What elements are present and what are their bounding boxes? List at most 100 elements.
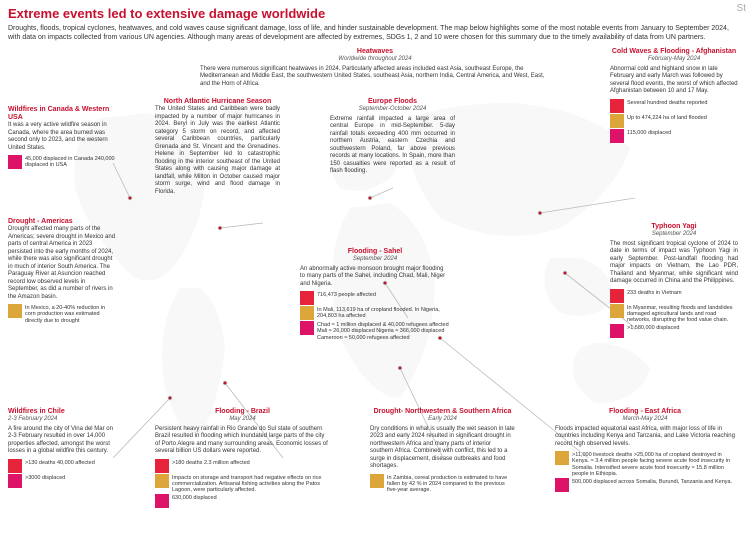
- stat-text: >11,000 livestock deaths >25,000 ha of c…: [572, 451, 735, 477]
- sdg-icon-2: [610, 304, 624, 318]
- map-area: Heatwaves Worldwide throughout 2024 Ther…: [0, 48, 750, 549]
- callout-brazil: Flooding - Brazil May 2024 Persistent he…: [155, 408, 330, 509]
- stat-row: Chad ≈ 1 million displaced & 40,000 refu…: [300, 321, 450, 341]
- callout-sub: May 2024: [155, 416, 330, 424]
- stat-text: >3000 displaced: [25, 474, 65, 481]
- page-subtitle: Droughts, floods, tropical cyclones, hea…: [0, 24, 750, 47]
- callout-yagi: Typhoon Yagi September 2024 The most sig…: [610, 223, 738, 339]
- callout-sub: September-October 2024: [330, 106, 455, 114]
- page-marker: St: [737, 3, 746, 14]
- stat-text: In Myanmar, resulting floods and landsli…: [627, 304, 738, 324]
- sdg-icon-10: [8, 155, 22, 169]
- stat-row: In Zambia, cereal production is estimate…: [370, 474, 515, 494]
- stat-text: Several hundred deaths reported: [627, 99, 707, 106]
- callout-europe-floods: Europe Floods September-October 2024 Ext…: [330, 98, 455, 179]
- callout-title: Drought - Americas: [8, 218, 116, 226]
- stat-text: >1,580,000 displaced: [627, 324, 679, 331]
- stat-text: 115,000 displaced: [627, 129, 671, 136]
- callout-body: Extreme rainfall impacted a large area o…: [330, 116, 455, 176]
- sdg-icon-2: [555, 451, 569, 465]
- callout-wildfires-na: Wildfires in Canada & Western USA It was…: [8, 106, 116, 170]
- callout-drought-americas: Drought - Americas Drought affected many…: [8, 218, 116, 325]
- sdg-icon-1: [8, 459, 22, 473]
- sdg-icon-10: [610, 129, 624, 143]
- callout-body: Persistent heavy rainfall in Rio Grande …: [155, 426, 330, 456]
- stat-text: In Mexico, a 20-40% reduction in corn pr…: [25, 304, 116, 324]
- sdg-icon-2: [370, 474, 384, 488]
- sdg-icon-1: [155, 459, 169, 473]
- callout-title: Flooding - Sahel: [300, 248, 450, 256]
- callout-title: Flooding - Brazil: [155, 408, 330, 416]
- callout-sub: February-May 2024: [610, 56, 738, 64]
- stat-text: In Zambia, cereal production is estimate…: [387, 474, 515, 494]
- stat-row: >1,580,000 displaced: [610, 324, 738, 338]
- stat-row: Impacts on storage and transport had neg…: [155, 474, 330, 494]
- stat-row: >11,000 livestock deaths >25,000 ha of c…: [555, 451, 735, 477]
- stat-text: In Mali, 113,619 ha of cropland flooded.…: [317, 306, 450, 320]
- stat-row: >3000 displaced: [8, 474, 116, 488]
- stat-text: >180 deaths 2.3 million affected: [172, 459, 250, 466]
- callout-east-africa: Flooding - East Africa March-May 2024 Fl…: [555, 408, 735, 493]
- callout-title: Drought- Northwestern & Southern Africa: [370, 408, 515, 416]
- stat-row: In Mali, 113,619 ha of cropland flooded.…: [300, 306, 450, 320]
- sdg-icon-2: [610, 114, 624, 128]
- callout-sub: March-May 2024: [555, 416, 735, 424]
- stat-text: 630,000 displaced: [172, 494, 217, 501]
- callout-sub: September 2024: [610, 231, 738, 239]
- callout-sahel: Flooding - Sahel September 2024 An abnor…: [300, 248, 450, 342]
- stat-text: Impacts on storage and transport had neg…: [172, 474, 330, 494]
- sdg-icon-1: [610, 99, 624, 113]
- callout-body: Floods impacted equatorial east Africa, …: [555, 426, 735, 449]
- callout-sub: September 2024: [300, 256, 450, 264]
- callout-body: The most significant tropical cyclone of…: [610, 241, 738, 286]
- callout-body: There were numerous significant heatwave…: [200, 66, 550, 89]
- stat-row: In Mexico, a 20-40% reduction in corn pr…: [8, 304, 116, 324]
- stat-row: >130 deaths 40,000 affected: [8, 459, 116, 473]
- sdg-icon-1: [610, 289, 624, 303]
- stat-row: In Myanmar, resulting floods and landsli…: [610, 304, 738, 324]
- callout-body: Drought affected many parts of the Ameri…: [8, 226, 116, 301]
- callout-title: Cold Waves & Flooding - Afghanistan: [610, 48, 738, 56]
- page-title: Extreme events led to extensive damage w…: [0, 0, 750, 24]
- stat-text: Up to 474,224 ha of land flooded: [627, 114, 707, 121]
- callout-sub: 2-3 February 2024: [8, 416, 116, 424]
- sdg-icon-10: [300, 321, 314, 335]
- callout-title: Typhoon Yagi: [610, 223, 738, 231]
- callout-title: Wildfires in Chile: [8, 408, 116, 416]
- callout-heatwaves: Heatwaves Worldwide throughout 2024 Ther…: [200, 48, 550, 91]
- stat-text: 500,000 displaced across Somalia, Burund…: [572, 478, 732, 485]
- stat-text: 233 deaths in Vietnam: [627, 289, 682, 296]
- stat-row: 500,000 displaced across Somalia, Burund…: [555, 478, 735, 492]
- sdg-icon-10: [8, 474, 22, 488]
- stat-text: 45,000 displaced in Canada 240,000 displ…: [25, 155, 116, 169]
- stat-row: 233 deaths in Vietnam: [610, 289, 738, 303]
- callout-drought-africa: Drought- Northwestern & Southern Africa …: [370, 408, 515, 494]
- callout-body: Dry conditions in what is usually the we…: [370, 426, 515, 471]
- callout-title: Flooding - East Africa: [555, 408, 735, 416]
- sdg-icon-2: [155, 474, 169, 488]
- sdg-icon-10: [555, 478, 569, 492]
- callout-title: Heatwaves: [200, 48, 550, 56]
- stat-row: 115,000 displaced: [610, 129, 738, 143]
- stat-row: 630,000 displaced: [155, 494, 330, 508]
- stat-row: 45,000 displaced in Canada 240,000 displ…: [8, 155, 116, 169]
- stat-text: Chad ≈ 1 million displaced & 40,000 refu…: [317, 321, 450, 341]
- callout-body: Abnormal cold and highland snow in late …: [610, 66, 738, 96]
- sdg-icon-2: [8, 304, 22, 318]
- sdg-icon-2: [300, 306, 314, 320]
- callout-chile: Wildfires in Chile 2-3 February 2024 A f…: [8, 408, 116, 489]
- callout-body: An abnormally active monsoon brought maj…: [300, 266, 450, 289]
- callout-title: North Atlantic Hurricane Season: [155, 98, 280, 106]
- stat-text: 716,473 people affected: [317, 291, 376, 298]
- callout-title: Europe Floods: [330, 98, 455, 106]
- stat-row: Up to 474,224 ha of land flooded: [610, 114, 738, 128]
- callout-body: A fire around the city of Vina del Mar o…: [8, 426, 116, 456]
- callout-sub: Worldwide throughout 2024: [200, 56, 550, 64]
- callout-hurricane: North Atlantic Hurricane Season The Unit…: [155, 98, 280, 199]
- stat-row: Several hundred deaths reported: [610, 99, 738, 113]
- callout-sub: Early 2024: [370, 416, 515, 424]
- stat-row: >180 deaths 2.3 million affected: [155, 459, 330, 473]
- stat-row: 716,473 people affected: [300, 291, 450, 305]
- callout-body: It was a very active wildfire season in …: [8, 122, 116, 152]
- sdg-icon-1: [300, 291, 314, 305]
